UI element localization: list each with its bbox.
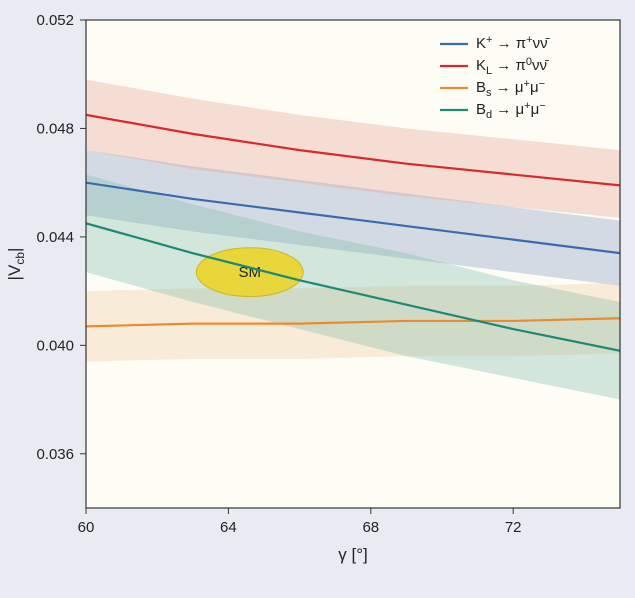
chart-container: SM606468720.0360.0400.0440.0480.052γ [°]… — [0, 0, 635, 598]
ytick-label: 0.052 — [36, 12, 74, 29]
ytick-label: 0.040 — [36, 337, 74, 354]
ytick-label: 0.044 — [36, 229, 74, 246]
x-axis-label: γ [°] — [338, 545, 367, 564]
xtick-label: 60 — [78, 519, 95, 536]
ytick-label: 0.048 — [36, 120, 74, 137]
xtick-label: 68 — [362, 519, 379, 536]
xtick-label: 64 — [220, 519, 237, 536]
ytick-label: 0.036 — [36, 446, 74, 463]
chart-svg: SM606468720.0360.0400.0440.0480.052γ [°]… — [0, 0, 635, 598]
xtick-label: 72 — [505, 519, 522, 536]
